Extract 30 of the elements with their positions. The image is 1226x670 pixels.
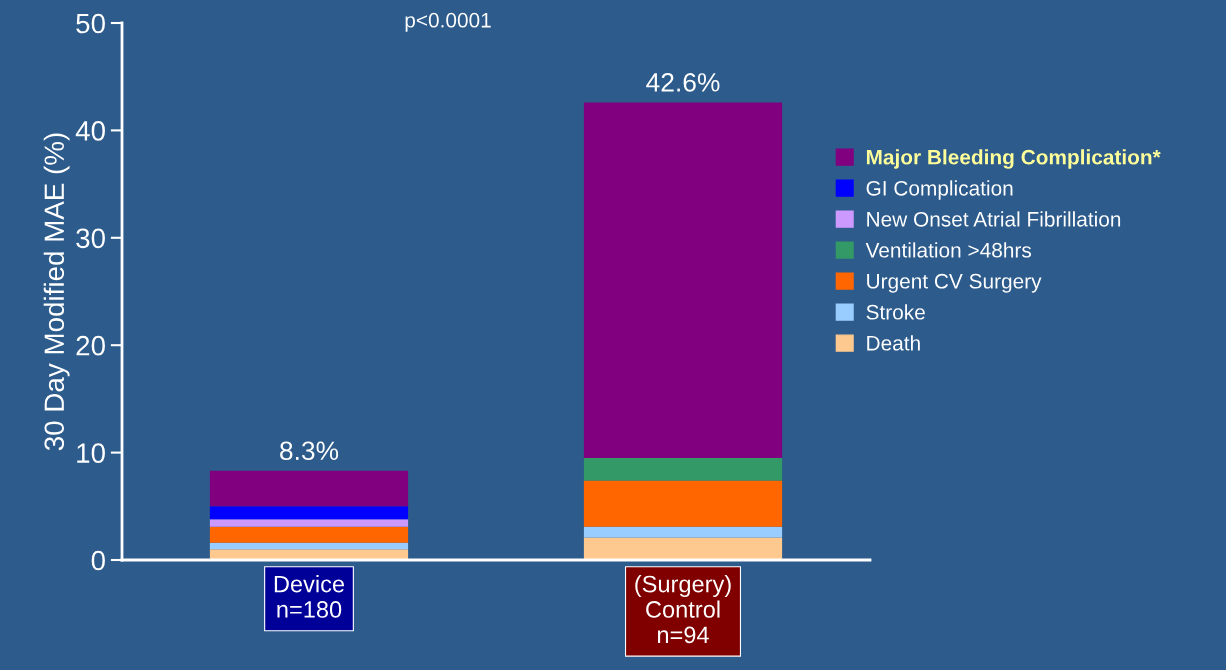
legend-label: Ventilation >48hrs <box>865 242 1032 258</box>
bar <box>583 480 783 527</box>
y-tick-label: 40 <box>75 121 105 141</box>
legend-label: Death <box>867 335 920 351</box>
bar <box>583 102 783 458</box>
bar <box>209 506 409 520</box>
bar <box>583 537 783 560</box>
y-tick-label: 50 <box>76 13 105 34</box>
bar <box>583 457 783 481</box>
annotation: p<0.0001 <box>405 12 491 32</box>
legend-label: GI Complication <box>866 180 1013 200</box>
bar <box>209 549 409 560</box>
y-tick-label: 20 <box>76 335 105 356</box>
x-tick-label: (Surgery) Control n=94 <box>635 575 731 644</box>
bar <box>209 526 409 543</box>
bar <box>209 519 409 527</box>
legend-label: Stroke <box>866 304 925 320</box>
y-axis-title: 30 Day Modified MAE (%) <box>43 133 70 451</box>
total-label: 8.3% <box>280 441 339 461</box>
legend-label: Urgent CV Surgery <box>867 273 1042 293</box>
x-tick-label: Device n=180 <box>274 575 345 618</box>
y-tick-label: 0 <box>91 550 105 571</box>
legend-label: Major Bleeding Complication* <box>866 149 1161 169</box>
y-tick-label: 10 <box>77 443 105 463</box>
bar <box>209 470 409 507</box>
total-label: 42.6% <box>646 73 720 92</box>
y-tick-label: 30 <box>76 228 105 249</box>
bar <box>583 526 783 538</box>
legend-label: New Onset Atrial Fibrillation <box>867 211 1121 227</box>
bar <box>209 542 409 550</box>
